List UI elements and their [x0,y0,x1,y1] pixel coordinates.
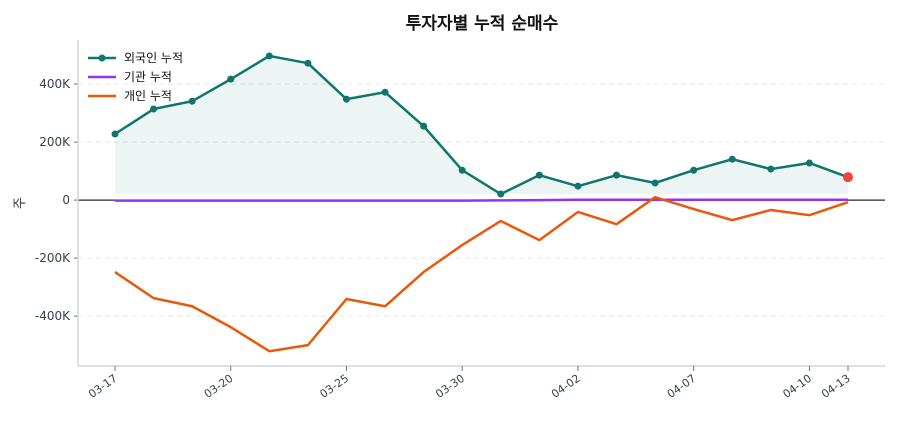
data-point [767,165,775,173]
data-point [381,88,389,96]
legend-marker [98,54,106,62]
data-point [304,59,312,67]
data-point [458,166,466,174]
data-point [535,171,543,179]
data-point [342,95,350,103]
legend-label: 외국인 누적 [124,51,183,65]
x-tick-label: 04-10 [780,372,814,401]
legend-label: 기관 누적 [124,70,172,84]
y-tick-label: 200K [39,135,71,149]
data-point [420,122,428,130]
x-tick-label: 03-20 [202,372,236,401]
series-line [115,198,848,202]
data-point [227,75,235,83]
legend-label: 개인 누적 [124,89,172,103]
data-point [805,159,813,167]
data-point [690,166,698,174]
data-point [497,190,505,198]
x-tick-label: 03-25 [318,372,352,401]
y-tick-label: 0 [62,193,70,207]
chart-title: 투자자별 누적 순매수 [406,14,559,34]
x-tick-label: 04-02 [549,372,583,401]
y-axis-label: 주 [13,197,28,209]
data-point [150,105,158,113]
data-point [111,130,119,138]
x-tick-label: 03-17 [86,372,120,401]
x-tick-label: 03-30 [433,372,467,401]
area-fill [115,55,848,195]
y-tick-label: 400K [39,77,71,91]
last-point-marker [843,172,853,183]
data-point [613,171,621,179]
x-tick-label: 04-07 [665,372,699,401]
y-tick-label: -400K [35,309,71,323]
data-point [651,179,659,187]
data-point [574,182,582,190]
x-tick-label: 04-13 [819,372,853,401]
data-point [265,52,273,60]
data-point [728,155,736,163]
series-line [114,195,849,353]
series-line [114,54,849,196]
data-point [188,97,196,105]
y-tick-label: -200K [35,251,71,265]
